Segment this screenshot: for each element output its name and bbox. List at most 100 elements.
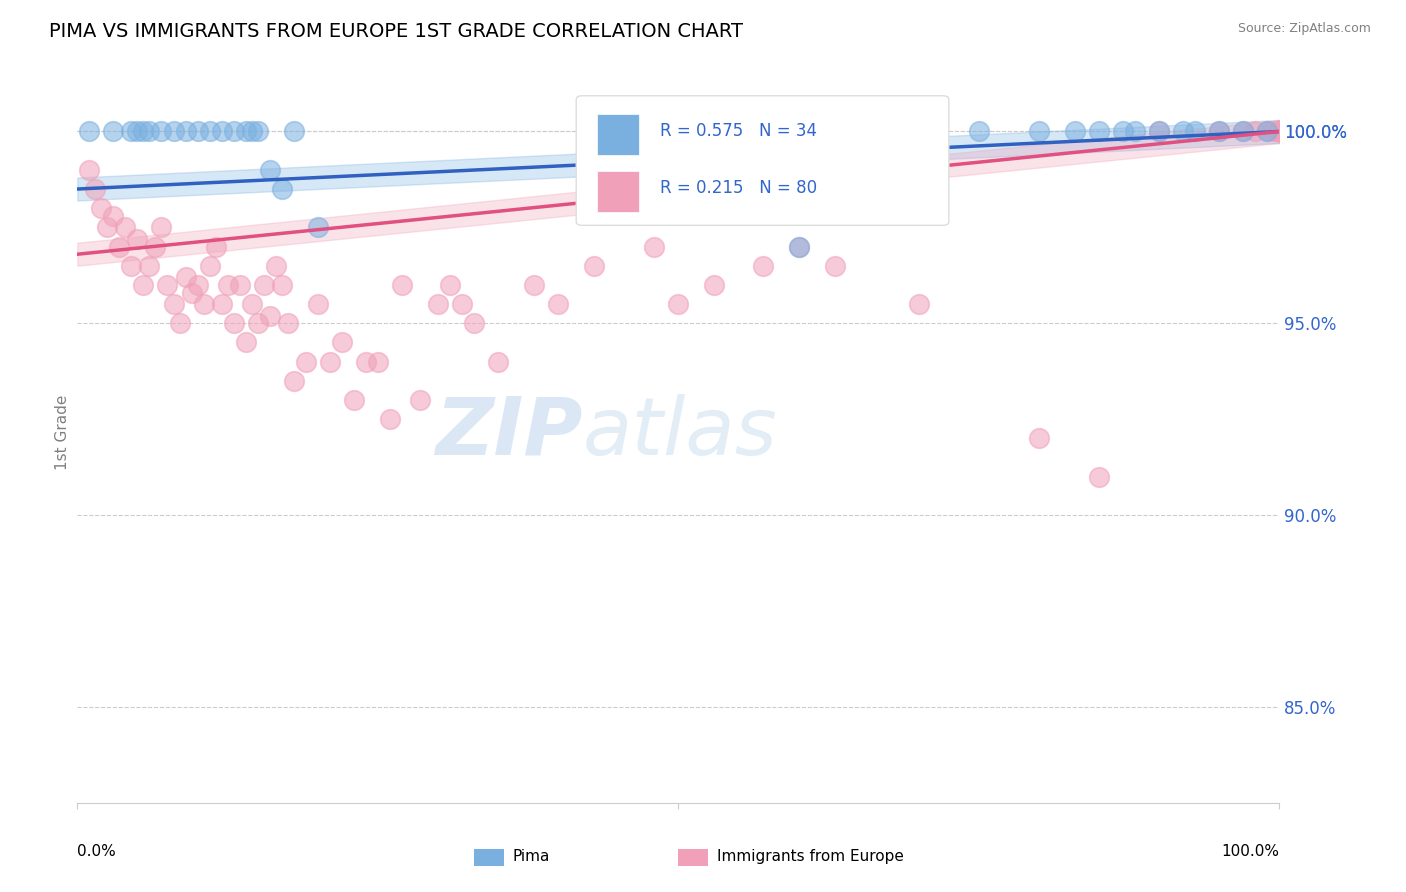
Point [1184,124,1206,138]
Point [270,182,292,196]
Point [150,124,173,138]
Point [354,354,377,368]
Point [264,259,287,273]
Point [240,297,263,311]
Point [174,124,197,138]
Point [283,374,305,388]
Point [378,412,401,426]
Point [1232,124,1254,138]
Point [451,297,474,311]
Point [294,354,316,368]
Point [1232,124,1254,138]
Point [1244,124,1267,138]
Point [235,335,257,350]
Point [1268,124,1291,138]
Point [162,297,184,311]
Point [132,124,155,138]
Bar [679,849,709,866]
Point [127,124,149,138]
Point [1268,124,1291,138]
Point [198,259,221,273]
Point [1123,124,1146,138]
Point [1112,124,1135,138]
Point [1268,124,1291,138]
Point [1268,124,1291,138]
Y-axis label: 1st Grade: 1st Grade [55,395,70,470]
Point [1268,124,1291,138]
Point [547,297,569,311]
Text: R = 0.215   N = 80: R = 0.215 N = 80 [661,179,817,197]
Point [211,297,233,311]
Point [204,239,226,253]
Point [222,124,245,138]
Point [150,220,173,235]
Point [114,220,136,235]
Point [1028,431,1050,445]
Text: atlas: atlas [582,393,778,472]
Point [703,277,725,292]
Point [156,277,179,292]
Point [391,277,413,292]
Point [259,309,281,323]
Point [787,239,810,253]
Text: 0.0%: 0.0% [77,844,117,858]
FancyBboxPatch shape [596,114,638,155]
Point [1088,124,1111,138]
Point [246,124,269,138]
Point [409,392,432,407]
Point [145,239,167,253]
Point [967,124,990,138]
Point [1268,124,1291,138]
Point [330,335,353,350]
Point [1149,124,1171,138]
Point [103,124,125,138]
Point [439,277,461,292]
Point [1256,124,1278,138]
Point [1256,124,1278,138]
Point [1268,124,1291,138]
Point [1088,469,1111,483]
Point [1268,124,1291,138]
Point [523,277,546,292]
Point [127,232,149,246]
Text: PIMA VS IMMIGRANTS FROM EUROPE 1ST GRADE CORRELATION CHART: PIMA VS IMMIGRANTS FROM EUROPE 1ST GRADE… [49,22,744,41]
Text: Immigrants from Europe: Immigrants from Europe [717,849,904,864]
Point [217,277,239,292]
Text: 100.0%: 100.0% [1222,844,1279,858]
Point [132,277,155,292]
Point [180,285,202,300]
Text: R = 0.575   N = 34: R = 0.575 N = 34 [661,121,817,139]
Point [253,277,276,292]
Point [138,124,160,138]
Point [246,316,269,330]
Point [270,277,292,292]
Point [277,316,299,330]
Point [1268,124,1291,138]
Point [668,297,690,311]
Point [1208,124,1230,138]
Point [240,124,263,138]
Text: Source: ZipAtlas.com: Source: ZipAtlas.com [1237,22,1371,36]
Point [79,124,101,138]
Point [1173,124,1195,138]
Point [307,297,329,311]
Point [103,209,125,223]
Point [174,270,197,285]
Point [824,259,846,273]
Point [908,124,931,138]
Point [162,124,184,138]
Point [343,392,366,407]
Point [259,162,281,177]
Point [427,297,450,311]
Point [1208,124,1230,138]
Point [307,220,329,235]
Point [319,354,342,368]
Point [198,124,221,138]
Point [367,354,389,368]
Point [1268,124,1291,138]
Point [120,259,142,273]
Point [96,220,118,235]
Point [228,277,250,292]
Point [186,124,209,138]
Point [79,162,101,177]
